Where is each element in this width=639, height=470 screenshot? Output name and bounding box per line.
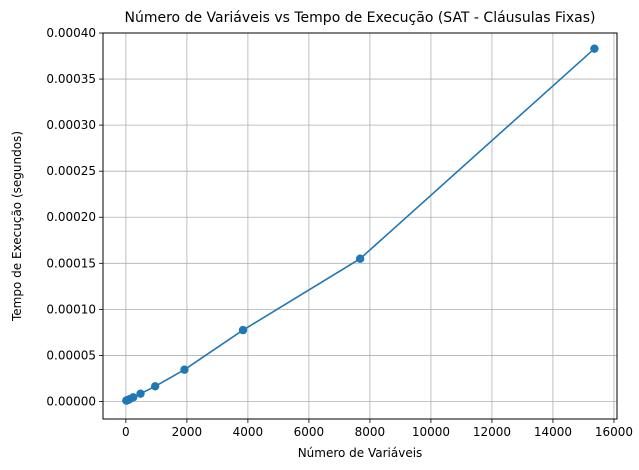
x-tick-label: 16000 — [595, 425, 633, 439]
data-point — [150, 382, 160, 391]
data-point — [238, 325, 248, 335]
x-tick-label: 8000 — [355, 425, 386, 439]
x-tick-label: 12000 — [473, 425, 511, 439]
y-tick-label: 0.00005 — [46, 348, 96, 362]
y-tick-label: 0.00015 — [46, 256, 96, 270]
y-axis: 0.00000 0.00005 0.00010 0.00015 0.00020 0.000… — [46, 26, 103, 408]
chart-title: Número de Variáveis vs Tempo de Execução… — [125, 10, 596, 26]
x-tick-label: 4000 — [233, 425, 264, 439]
data-point — [128, 393, 138, 402]
y-tick-label: 0.00030 — [46, 118, 96, 132]
x-axis: 0 2000 4000 6000 8000 10000 12000 14000 16000 — [122, 419, 633, 439]
data-point — [355, 254, 365, 263]
x-tick-label: 10000 — [412, 425, 450, 439]
y-tick-label: 0.00000 — [46, 394, 96, 408]
x-axis-label: Número de Variáveis — [298, 446, 423, 460]
y-tick-label: 0.00020 — [46, 210, 96, 224]
y-tick-label: 0.00035 — [46, 72, 96, 86]
grid — [103, 32, 617, 419]
x-tick-label: 14000 — [534, 425, 572, 439]
plot-frame — [102, 32, 618, 420]
x-tick-label: 0 — [122, 425, 130, 439]
y-axis-label: Tempo de Execução (segundos) — [10, 131, 24, 322]
y-tick-label: 0.00025 — [46, 164, 96, 178]
data-point — [180, 365, 189, 374]
x-tick-label: 2000 — [172, 425, 203, 439]
data-point — [136, 389, 145, 398]
x-tick-label: 6000 — [294, 425, 325, 439]
data-point — [590, 44, 599, 53]
y-tick-label: 0.00010 — [46, 302, 96, 316]
y-tick-label: 0.00040 — [46, 26, 96, 40]
series-layer — [122, 44, 599, 405]
